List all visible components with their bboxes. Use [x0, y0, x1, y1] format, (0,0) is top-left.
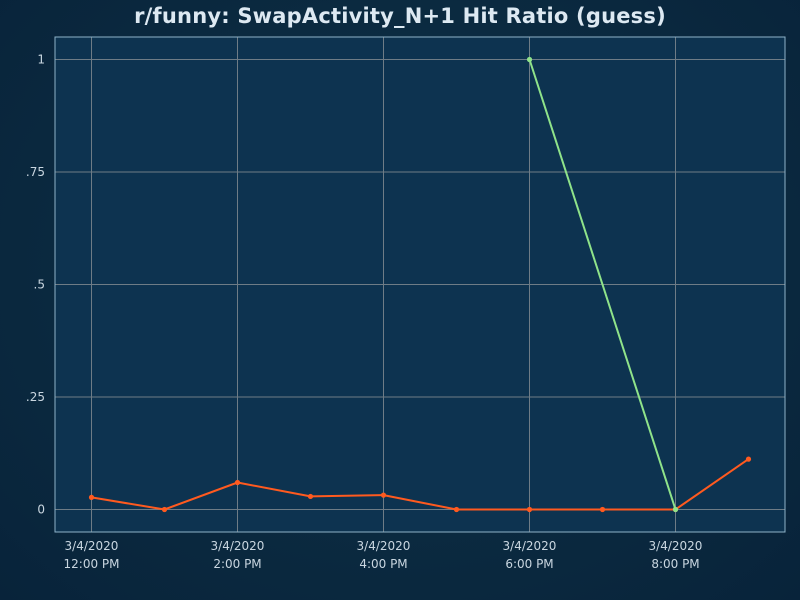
y-tick-label: .75 — [26, 165, 45, 179]
series-2-line — [528, 59, 677, 510]
series-1-point — [453, 506, 460, 513]
x-tick-label-date: 3/4/2020 — [503, 539, 557, 553]
x-tick-label-date: 3/4/2020 — [65, 539, 119, 553]
x-tick-label-time: 8:00 PM — [651, 557, 699, 571]
y-tick-label: .25 — [26, 390, 45, 404]
y-tick-label: .5 — [34, 278, 45, 292]
series-1-point — [307, 493, 314, 500]
x-tick-label-time: 12:00 PM — [64, 557, 120, 571]
x-tick-label-time: 6:00 PM — [505, 557, 553, 571]
series-1-line — [91, 458, 750, 511]
series-1-point — [88, 494, 95, 500]
series-2-point — [526, 56, 533, 63]
series-1-point — [380, 492, 387, 498]
series-1-point — [161, 506, 168, 513]
series-1-point — [745, 456, 752, 462]
series-1-point — [526, 506, 533, 513]
x-tick-label-date: 3/4/2020 — [357, 539, 411, 553]
series-1-point — [599, 506, 606, 513]
chart-title: r/funny: SwapActivity_N+1 Hit Ratio (gue… — [134, 4, 666, 28]
y-tick-label: 0 — [37, 503, 45, 517]
x-tick-label-date: 3/4/2020 — [211, 539, 265, 553]
plot-frame — [54, 36, 786, 533]
x-tick-label-date: 3/4/2020 — [649, 539, 703, 553]
series-2-point — [672, 506, 679, 513]
series-1-point — [234, 479, 241, 486]
x-tick-label-time: 2:00 PM — [213, 557, 261, 571]
x-tick-label-time: 4:00 PM — [359, 557, 407, 571]
y-tick-label: 1 — [37, 53, 45, 67]
